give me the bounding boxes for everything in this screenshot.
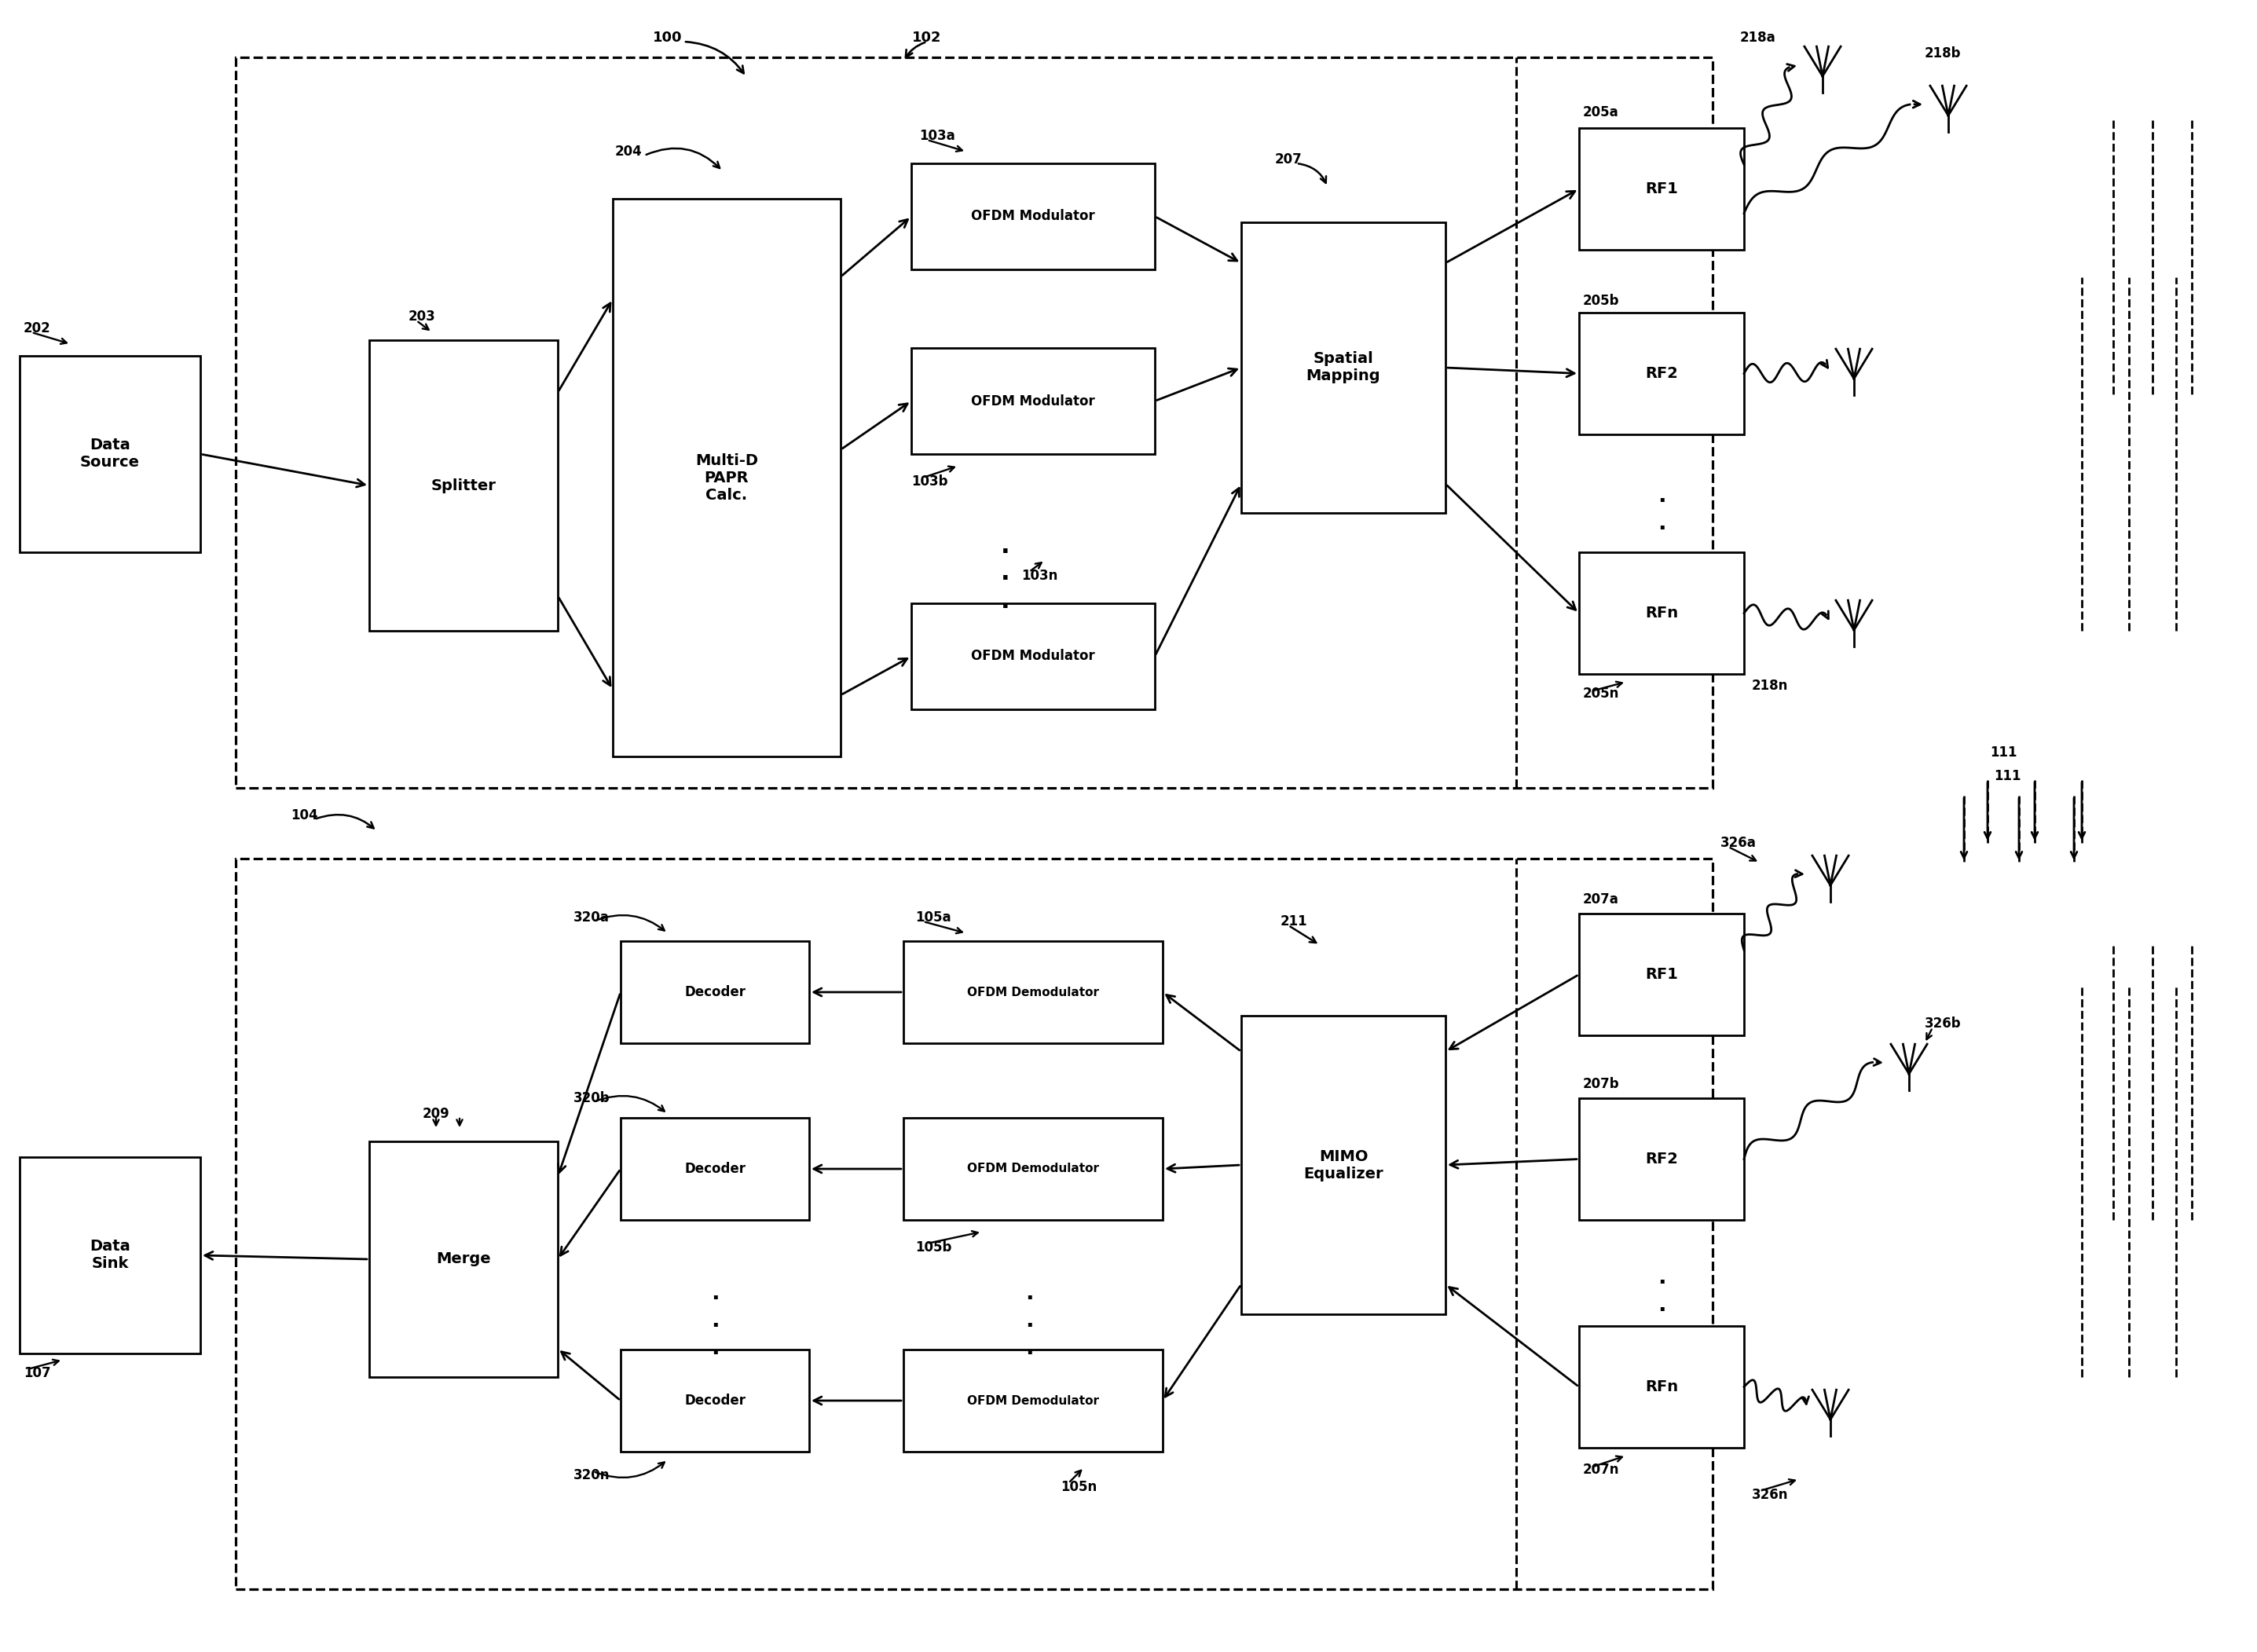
Text: RF1: RF1: [1645, 966, 1677, 981]
FancyBboxPatch shape: [1241, 1016, 1444, 1315]
Text: RF2: RF2: [1645, 1151, 1677, 1166]
Text: 111: 111: [1993, 770, 2020, 783]
Text: ·: ·: [1657, 517, 1666, 540]
FancyBboxPatch shape: [621, 942, 810, 1042]
Text: 205a: 205a: [1582, 106, 1618, 119]
Text: 111: 111: [1991, 745, 2018, 760]
Text: 105n: 105n: [1061, 1480, 1097, 1493]
Text: 209: 209: [422, 1107, 449, 1122]
Text: ·: ·: [1025, 1343, 1034, 1365]
Text: ·: ·: [1002, 596, 1011, 618]
Text: 211: 211: [1280, 914, 1307, 928]
Text: 218a: 218a: [1740, 31, 1776, 45]
Text: Spatial
Mapping: Spatial Mapping: [1307, 352, 1381, 383]
FancyBboxPatch shape: [621, 1350, 810, 1452]
Text: 103a: 103a: [919, 129, 955, 144]
Text: ·: ·: [1002, 540, 1011, 563]
Text: 205b: 205b: [1582, 294, 1621, 307]
Text: 107: 107: [23, 1366, 50, 1379]
Text: OFDM Modulator: OFDM Modulator: [971, 210, 1095, 223]
Text: RFn: RFn: [1645, 1379, 1677, 1394]
Text: OFDM Demodulator: OFDM Demodulator: [966, 1163, 1099, 1175]
FancyBboxPatch shape: [903, 1350, 1162, 1452]
Text: 103b: 103b: [912, 474, 948, 489]
Text: RFn: RFn: [1645, 606, 1677, 621]
FancyBboxPatch shape: [912, 164, 1156, 269]
Text: Decoder: Decoder: [684, 985, 745, 999]
Text: 326b: 326b: [1925, 1016, 1961, 1031]
FancyBboxPatch shape: [1580, 914, 1745, 1036]
Text: 100: 100: [652, 31, 682, 45]
Text: 205n: 205n: [1582, 687, 1618, 700]
Text: OFDM Modulator: OFDM Modulator: [971, 649, 1095, 664]
Text: ·: ·: [1657, 1272, 1666, 1294]
Text: 103n: 103n: [1020, 568, 1059, 583]
Text: OFDM Demodulator: OFDM Demodulator: [966, 1394, 1099, 1406]
FancyBboxPatch shape: [370, 340, 557, 631]
Text: 207b: 207b: [1582, 1077, 1621, 1090]
Text: 320b: 320b: [573, 1090, 609, 1105]
Text: Multi-D
PAPR
Calc.: Multi-D PAPR Calc.: [695, 453, 758, 502]
Text: ·: ·: [1657, 491, 1666, 512]
Text: OFDM Demodulator: OFDM Demodulator: [966, 986, 1099, 998]
Text: Decoder: Decoder: [684, 1161, 745, 1176]
FancyBboxPatch shape: [1580, 129, 1745, 249]
Text: MIMO
Equalizer: MIMO Equalizer: [1305, 1148, 1384, 1181]
Text: ·: ·: [1657, 1298, 1666, 1322]
Text: RF1: RF1: [1645, 182, 1677, 197]
Text: RF2: RF2: [1645, 367, 1677, 382]
Text: 207a: 207a: [1582, 892, 1618, 907]
Text: ·: ·: [711, 1287, 720, 1310]
Text: 203: 203: [409, 309, 436, 324]
FancyBboxPatch shape: [612, 198, 840, 757]
FancyBboxPatch shape: [20, 355, 201, 552]
Text: 326n: 326n: [1751, 1488, 1788, 1502]
FancyBboxPatch shape: [370, 1142, 557, 1378]
Text: ·: ·: [1002, 568, 1011, 591]
Text: 102: 102: [912, 31, 941, 45]
FancyBboxPatch shape: [1241, 223, 1444, 514]
Text: 320n: 320n: [573, 1469, 609, 1482]
Text: 326a: 326a: [1720, 836, 1756, 851]
Text: 320a: 320a: [573, 910, 609, 925]
Text: 104: 104: [291, 808, 318, 823]
Text: 218b: 218b: [1925, 46, 1961, 61]
Text: Decoder: Decoder: [684, 1394, 745, 1408]
Text: Data
Source: Data Source: [81, 438, 140, 471]
FancyBboxPatch shape: [1580, 1099, 1745, 1219]
Text: Merge: Merge: [436, 1252, 490, 1267]
FancyBboxPatch shape: [20, 1156, 201, 1353]
FancyBboxPatch shape: [1580, 312, 1745, 434]
Text: 202: 202: [23, 320, 52, 335]
Text: ·: ·: [711, 1315, 720, 1336]
FancyBboxPatch shape: [621, 1118, 810, 1219]
Text: 105a: 105a: [914, 910, 950, 925]
Text: ·: ·: [1025, 1287, 1034, 1310]
Text: 207: 207: [1275, 152, 1302, 167]
FancyBboxPatch shape: [903, 942, 1162, 1042]
Text: ·: ·: [711, 1343, 720, 1365]
Text: OFDM Modulator: OFDM Modulator: [971, 393, 1095, 408]
FancyBboxPatch shape: [1580, 1327, 1745, 1447]
Text: ·: ·: [1025, 1315, 1034, 1336]
Text: Splitter: Splitter: [431, 477, 497, 492]
FancyBboxPatch shape: [912, 349, 1156, 454]
FancyBboxPatch shape: [903, 1118, 1162, 1219]
Text: 204: 204: [614, 144, 643, 159]
Text: 105b: 105b: [914, 1241, 952, 1254]
FancyBboxPatch shape: [912, 603, 1156, 709]
Text: 218n: 218n: [1751, 679, 1788, 692]
FancyBboxPatch shape: [1580, 552, 1745, 674]
Text: 207n: 207n: [1582, 1462, 1621, 1477]
Text: Data
Sink: Data Sink: [90, 1239, 131, 1272]
